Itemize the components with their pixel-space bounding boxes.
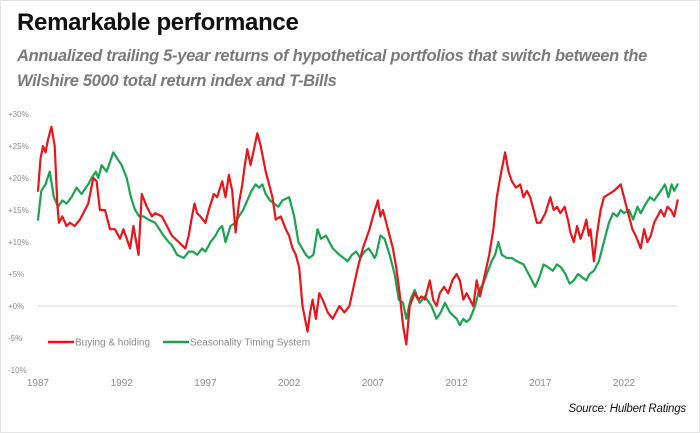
x-tick-label: 2007 xyxy=(362,378,385,389)
legend-label-buying-holding: Buying & holding xyxy=(75,338,150,349)
x-tick-label: 2012 xyxy=(445,378,468,389)
x-tick-label: 2002 xyxy=(278,378,301,389)
series-line-seasonality-timing xyxy=(36,151,679,327)
x-tick-label: 2017 xyxy=(529,378,552,389)
x-tick-label: 2022 xyxy=(613,378,636,389)
legend: Buying & holding Seasonality Timing Syst… xyxy=(48,338,310,349)
x-tick-label: 1992 xyxy=(111,378,134,389)
y-tick-label: -10% xyxy=(8,366,27,375)
legend-label-seasonality-timing: Seasonality Timing System xyxy=(190,338,310,349)
chart-subtitle: Annualized trailing 5-year returns of hy… xyxy=(17,47,647,90)
x-tick-label: 1987 xyxy=(27,378,50,389)
y-tick-label: +25% xyxy=(8,142,29,151)
y-axis-ticks: +30% +25% +20% +15% +10% +5% +0% -5% -10% xyxy=(8,110,29,375)
series-line-buying-holding xyxy=(36,125,679,346)
y-tick-label: +10% xyxy=(8,238,29,247)
x-axis-ticks: 1987 1992 1997 2002 2007 2012 2017 2022 xyxy=(27,378,636,389)
y-tick-label: +20% xyxy=(8,174,29,183)
y-tick-label: +0% xyxy=(8,302,24,311)
x-tick-label: 1997 xyxy=(194,378,217,389)
y-tick-label: +5% xyxy=(8,270,24,279)
chart-title: Remarkable performance xyxy=(17,9,299,36)
y-tick-label: -5% xyxy=(8,334,22,343)
series-lines xyxy=(36,125,679,346)
y-tick-label: +30% xyxy=(8,110,29,119)
y-tick-label: +15% xyxy=(8,206,29,215)
source-note: Source: Hulbert Ratings xyxy=(568,403,687,415)
